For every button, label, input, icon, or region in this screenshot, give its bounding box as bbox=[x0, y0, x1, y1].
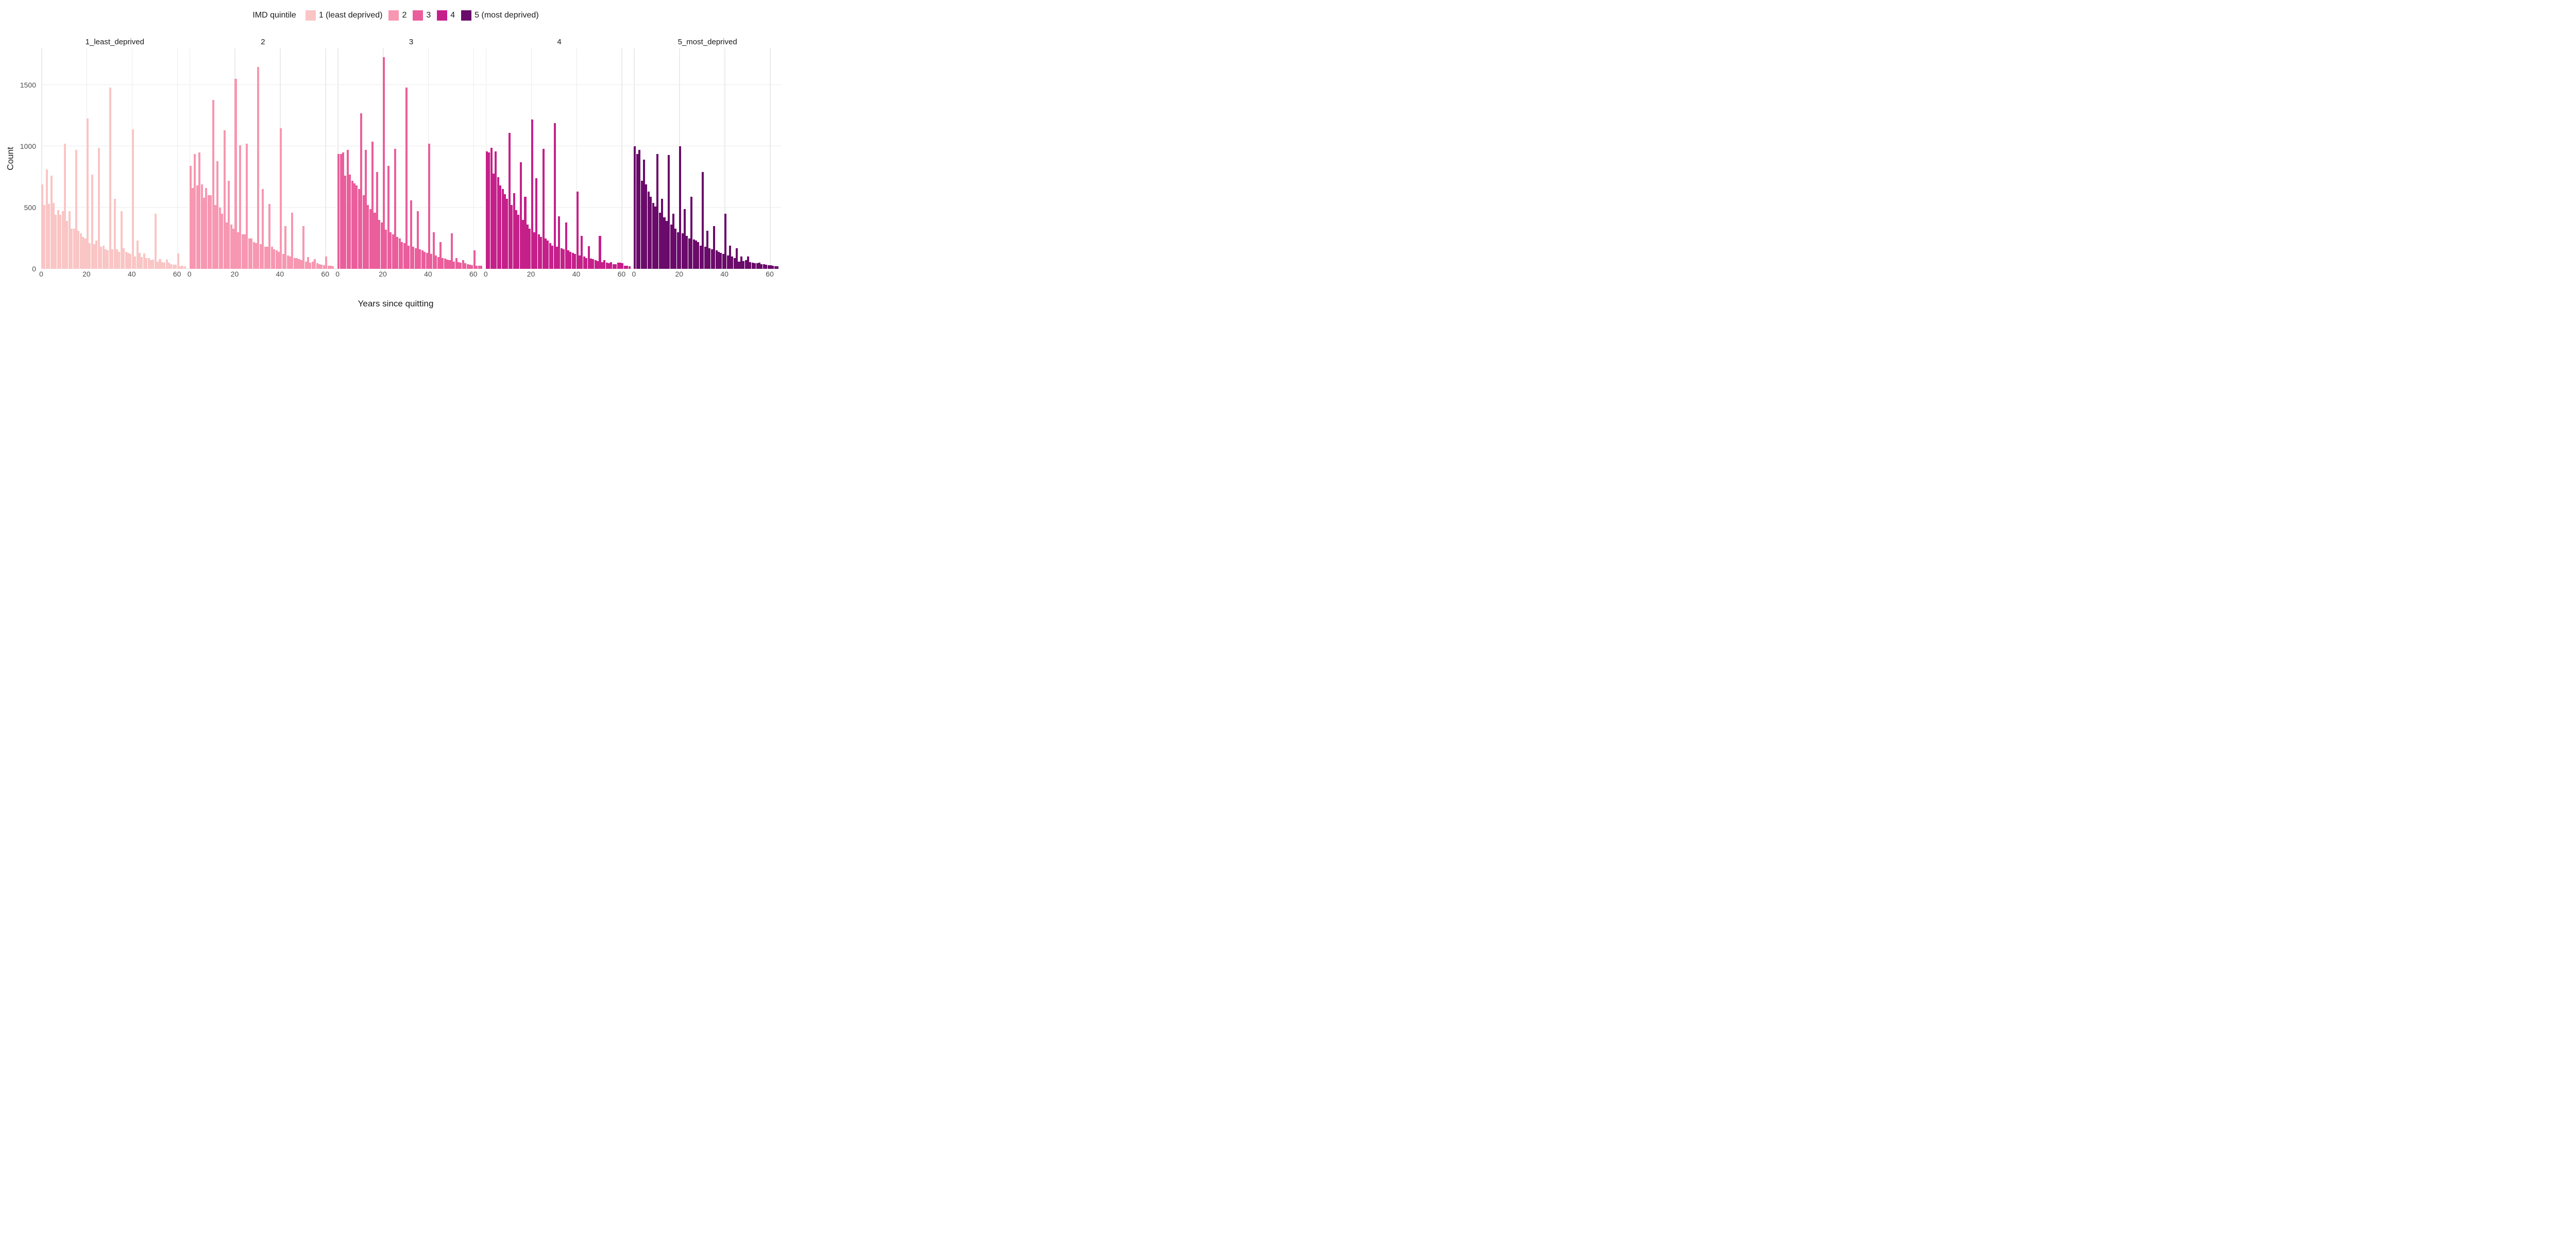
facet-panel: 1_least_deprived 0 20 40 60 bbox=[41, 36, 189, 280]
x-tick-label: 0 bbox=[188, 270, 192, 278]
x-tick-label: 60 bbox=[469, 270, 478, 278]
legend-label: 5 (most deprived) bbox=[474, 11, 539, 20]
x-tick-label: 60 bbox=[618, 270, 626, 278]
legend-swatch bbox=[388, 10, 399, 21]
histogram-bar bbox=[132, 129, 134, 269]
y-tick-label: 1000 bbox=[20, 142, 36, 150]
legend-swatch bbox=[413, 10, 423, 21]
plot-area bbox=[190, 48, 337, 269]
legend-label: 2 bbox=[402, 11, 406, 20]
facet-title: 1_least_deprived bbox=[41, 36, 189, 48]
histogram-bar bbox=[109, 88, 111, 269]
x-ticks: 0 20 40 60 bbox=[634, 269, 781, 280]
plot-area bbox=[41, 48, 189, 269]
facet-title: 2 bbox=[190, 36, 337, 48]
x-axis-label: Years since quitting bbox=[0, 299, 791, 309]
y-tick-label: 1500 bbox=[20, 81, 36, 89]
x-tick-label: 40 bbox=[424, 270, 432, 278]
legend-swatch bbox=[306, 10, 316, 21]
legend-title: IMD quintile bbox=[252, 11, 296, 20]
legend-swatch bbox=[437, 10, 447, 21]
x-tick-label: 0 bbox=[39, 270, 43, 278]
x-tick-label: 60 bbox=[173, 270, 181, 278]
bars bbox=[190, 48, 337, 269]
x-tick-label: 60 bbox=[321, 270, 329, 278]
facet-panel: 40204060 bbox=[486, 36, 633, 280]
y-axis: Count 050010001500 bbox=[0, 48, 40, 269]
plot-area bbox=[634, 48, 781, 269]
y-tick-label: 500 bbox=[24, 203, 36, 212]
bars bbox=[486, 48, 633, 269]
x-tick-label: 20 bbox=[675, 270, 683, 278]
bars bbox=[41, 48, 189, 269]
y-axis-label: Count bbox=[6, 147, 16, 170]
legend: IMD quintile 1 (least deprived) 2 3 4 5 (mos… bbox=[0, 10, 791, 21]
x-tick-label: 40 bbox=[128, 270, 136, 278]
facet-title: 5_most_deprived bbox=[634, 36, 781, 48]
plot-area bbox=[337, 48, 485, 269]
legend-label: 3 bbox=[426, 11, 431, 20]
x-tick-label: 0 bbox=[484, 270, 488, 278]
facet-panel: 5_most_deprived 0 20 40 60 bbox=[634, 36, 781, 280]
x-tick-label: 60 bbox=[766, 270, 774, 278]
x-ticks: 0 20 40 60 bbox=[41, 269, 189, 280]
x-tick-label: 0 bbox=[335, 270, 340, 278]
x-tick-label: 20 bbox=[527, 270, 535, 278]
bars bbox=[634, 48, 781, 269]
legend-label: 1 (least deprived) bbox=[319, 11, 383, 20]
legend-item: 1 (least deprived) bbox=[306, 10, 383, 21]
bars bbox=[337, 48, 485, 269]
histogram-bar bbox=[155, 214, 157, 269]
x-tick-label: 40 bbox=[276, 270, 284, 278]
facet-panel: 3 0 20 40 60 bbox=[337, 36, 485, 280]
facet-title: 4 bbox=[486, 36, 633, 48]
histogram-bar bbox=[257, 67, 259, 269]
histogram-bar bbox=[405, 88, 408, 269]
x-ticks: 0 20 40 60 bbox=[190, 269, 337, 280]
facet-panel: 20204060 bbox=[190, 36, 337, 280]
histogram-bar bbox=[280, 128, 282, 269]
x-tick-label: 20 bbox=[82, 270, 91, 278]
x-ticks: 0 20 40 60 bbox=[337, 269, 485, 280]
x-tick-label: 40 bbox=[572, 270, 581, 278]
plot-area bbox=[486, 48, 633, 269]
chart-container: IMD quintile 1 (least deprived)2345 (mos… bbox=[0, 0, 791, 316]
legend-item: 5 (most deprived) bbox=[461, 10, 539, 21]
legend-item: 4 bbox=[437, 10, 455, 21]
facet-row: 1_least_deprived020406020204060302040604… bbox=[41, 36, 781, 280]
x-tick-label: 40 bbox=[720, 270, 728, 278]
legend-item: 3 bbox=[413, 10, 431, 21]
histogram-bar bbox=[428, 144, 430, 269]
facet-title: 3 bbox=[337, 36, 485, 48]
legend-item: 2 bbox=[388, 10, 406, 21]
legend-label: 4 bbox=[450, 11, 455, 20]
x-ticks: 0 20 40 60 bbox=[486, 269, 633, 280]
x-tick-label: 20 bbox=[379, 270, 387, 278]
y-tick-label: 0 bbox=[32, 265, 36, 273]
x-tick-label: 0 bbox=[632, 270, 636, 278]
legend-swatch bbox=[461, 10, 471, 21]
x-tick-label: 20 bbox=[231, 270, 239, 278]
